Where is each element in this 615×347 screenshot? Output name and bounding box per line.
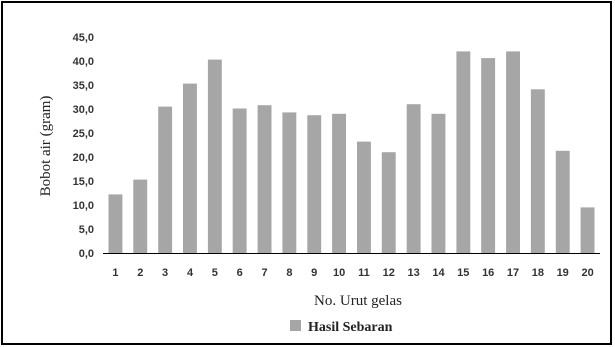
x-tick-label: 16 — [482, 267, 494, 279]
bar-9 — [307, 115, 322, 253]
x-tick-label: 9 — [311, 267, 317, 279]
y-tick-label: 5,0 — [79, 224, 94, 236]
x-tick-label: 7 — [261, 267, 267, 279]
x-tick-label: 2 — [137, 267, 143, 279]
x-tick-label: 10 — [333, 267, 345, 279]
x-tick-label: 8 — [286, 267, 292, 279]
x-tick-label: 12 — [383, 267, 395, 279]
x-tick-label: 5 — [212, 267, 218, 279]
x-tick-label: 17 — [507, 267, 519, 279]
bar-4 — [183, 83, 197, 253]
x-axis-ticks: 1 2 3 4 5 6 7 8 9 10 11 12 13 14 15 16 17 18 19 20 — [112, 267, 593, 279]
legend-label: Hasil Sebaran — [308, 320, 393, 335]
y-tick-label: 35,0 — [73, 80, 94, 92]
y-tick-label: 20,0 — [73, 152, 94, 164]
bar-13 — [406, 104, 421, 253]
x-tick-label: 20 — [581, 267, 593, 279]
bar-12 — [381, 152, 396, 253]
y-tick-label: 45,0 — [73, 32, 94, 44]
bar-14 — [431, 113, 446, 253]
bars — [108, 51, 595, 254]
bar-16 — [481, 58, 496, 253]
y-tick-label: 15,0 — [73, 176, 94, 188]
y-axis-title: Bobot air (gram) — [38, 96, 54, 197]
bar-11 — [357, 141, 371, 253]
bar-6 — [232, 108, 247, 253]
x-tick-label: 15 — [457, 267, 469, 279]
x-tick-label: 4 — [187, 267, 194, 279]
x-axis-title: No. Urut gelas — [314, 293, 402, 309]
bar-19 — [555, 150, 570, 253]
x-tick-label: 6 — [237, 267, 243, 279]
y-tick-label: 30,0 — [73, 104, 94, 116]
bar-20 — [580, 207, 595, 253]
bar-15 — [456, 51, 471, 254]
x-tick-label: 3 — [162, 267, 168, 279]
x-tick-label: 11 — [358, 267, 370, 279]
bar-1 — [108, 194, 123, 253]
bar-8 — [282, 112, 297, 254]
y-tick-label: 25,0 — [73, 128, 94, 140]
x-tick-label: 18 — [532, 267, 544, 279]
y-tick-label: 10,0 — [73, 200, 94, 212]
x-tick-label: 1 — [112, 267, 118, 279]
bar-2 — [133, 179, 148, 253]
y-axis-ticks: 0,0 5,0 10,0 15,0 20,0 25,0 30,0 35,0 40,0 45,0 — [73, 32, 94, 260]
legend: Hasil Sebaran — [290, 320, 393, 335]
legend-swatch — [290, 320, 301, 331]
bar-5 — [207, 59, 222, 253]
bar-10 — [332, 113, 346, 253]
bar-17 — [506, 51, 520, 254]
y-tick-label: 40,0 — [73, 56, 94, 68]
bar-3 — [158, 106, 173, 253]
x-tick-label: 14 — [432, 267, 445, 279]
x-tick-label: 19 — [557, 267, 569, 279]
bar-18 — [530, 89, 545, 253]
bar-7 — [257, 105, 272, 253]
x-tick-label: 13 — [407, 267, 419, 279]
y-tick-label: 0,0 — [79, 248, 94, 260]
